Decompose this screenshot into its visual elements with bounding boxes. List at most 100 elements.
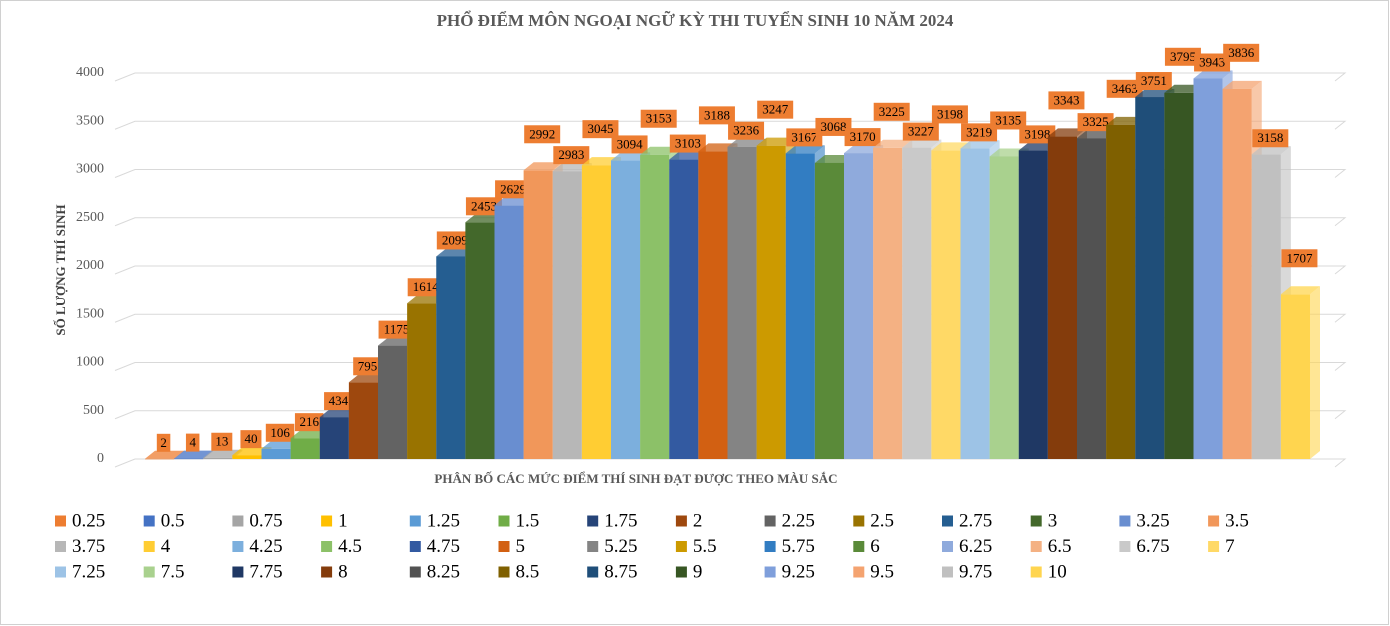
legend-label: 10 <box>1048 561 1067 582</box>
bar <box>1251 154 1281 460</box>
data-label: 3103 <box>675 136 701 151</box>
bar <box>1222 88 1252 460</box>
legend-label: 7.25 <box>72 561 105 582</box>
data-label-box <box>407 278 444 297</box>
data-label: 3343 <box>1053 92 1079 107</box>
y-tick-label: 2000 <box>76 258 104 273</box>
legend-swatch <box>764 566 776 578</box>
data-label: 3836 <box>1228 45 1255 60</box>
legend-label: 3.5 <box>1225 510 1249 531</box>
bar <box>174 458 204 460</box>
y-tick-label: 1500 <box>76 306 104 321</box>
bar <box>1280 294 1310 459</box>
legend-label: 1 <box>338 510 348 531</box>
bar-top <box>523 162 563 171</box>
data-label-box <box>757 100 794 119</box>
bar-top <box>756 137 796 146</box>
legend-label: 2.75 <box>959 510 992 531</box>
bar <box>1135 97 1165 459</box>
data-label: 40 <box>244 431 257 446</box>
data-label-box <box>378 320 415 339</box>
legend-label: 3.25 <box>1136 510 1169 531</box>
bar <box>407 303 437 459</box>
data-label: 3463 <box>1112 81 1138 96</box>
data-label-box <box>931 105 968 124</box>
bar-top <box>1193 70 1233 79</box>
chart-title: PHỔ ĐIỂM MÔN NGOẠI NGỮ KỲ THI TUYỂN SINH… <box>437 10 954 30</box>
data-label-box <box>185 433 200 452</box>
legend-label: 7 <box>1225 536 1235 557</box>
data-label-box <box>1135 72 1172 91</box>
bar <box>727 146 757 459</box>
legend-label: 3 <box>1048 510 1058 531</box>
bar <box>1164 92 1194 459</box>
legend-label: 9.5 <box>870 561 894 582</box>
data-label-box <box>553 146 590 165</box>
data-label-box <box>240 430 262 449</box>
legend-swatch <box>55 515 66 527</box>
data-label: 3198 <box>1024 126 1050 141</box>
data-label-box <box>156 433 171 452</box>
data-label-box <box>1223 43 1260 62</box>
legend-label: 7.5 <box>161 561 185 582</box>
data-label-box <box>582 120 619 139</box>
data-label-box <box>1194 53 1231 72</box>
bar-top <box>902 139 942 148</box>
bar-group <box>1280 286 1320 459</box>
data-label: 3219 <box>966 124 992 139</box>
legend-swatch <box>409 541 421 552</box>
bar-top <box>145 450 185 459</box>
legend-label: 7.75 <box>249 561 282 582</box>
data-label: 3188 <box>704 107 730 122</box>
bar-top <box>1047 128 1087 137</box>
legend-swatch <box>498 541 510 552</box>
legend-swatch <box>1030 515 1042 527</box>
data-label: 1707 <box>1286 250 1313 265</box>
legend-swatch <box>764 515 776 527</box>
data-label-box <box>698 106 735 125</box>
legend-swatch <box>942 515 953 527</box>
data-label: 3158 <box>1257 130 1283 145</box>
legend-label: 4.5 <box>338 536 362 557</box>
legend-label: 8.75 <box>604 561 637 582</box>
legend-label: 5.75 <box>782 536 815 557</box>
data-label: 2629 <box>500 181 526 196</box>
data-label: 3170 <box>850 129 876 144</box>
legend-label: 8.25 <box>427 561 460 582</box>
data-label-box <box>1106 79 1143 98</box>
data-label: 3751 <box>1141 73 1167 88</box>
data-label: 3227 <box>908 124 935 139</box>
data-label-box <box>1281 249 1318 268</box>
y-tick-label: 0 <box>97 451 104 466</box>
bar <box>873 147 903 459</box>
legend-label: 1.25 <box>427 510 460 531</box>
data-label: 3236 <box>733 123 760 138</box>
legend-swatch <box>1030 566 1042 578</box>
legend-label: 2 <box>693 510 703 531</box>
legend-label: 1.5 <box>516 510 540 531</box>
y-tick-label: 500 <box>83 403 104 418</box>
bar <box>756 145 786 460</box>
legend-label: 8 <box>338 561 348 582</box>
legend-label: 4.25 <box>249 536 282 557</box>
data-label-box <box>211 432 233 451</box>
legend-swatch <box>321 515 333 527</box>
bar <box>232 455 262 459</box>
data-label: 1175 <box>384 322 410 337</box>
data-label: 2992 <box>529 126 555 141</box>
bar <box>581 165 611 459</box>
legend-label: 6.25 <box>959 536 992 557</box>
legend-label: 1.75 <box>604 510 637 531</box>
data-label-box <box>611 135 648 154</box>
legend-swatch <box>232 566 244 578</box>
bar-top <box>1251 146 1291 155</box>
legend-swatch <box>1208 541 1220 552</box>
data-label: 3135 <box>995 112 1021 127</box>
bar <box>611 160 641 459</box>
legend-swatch <box>232 541 244 552</box>
legend-label: 0.5 <box>161 510 185 531</box>
bar-top <box>174 450 214 459</box>
data-label-box <box>1077 113 1114 132</box>
bar-side <box>1310 286 1320 459</box>
